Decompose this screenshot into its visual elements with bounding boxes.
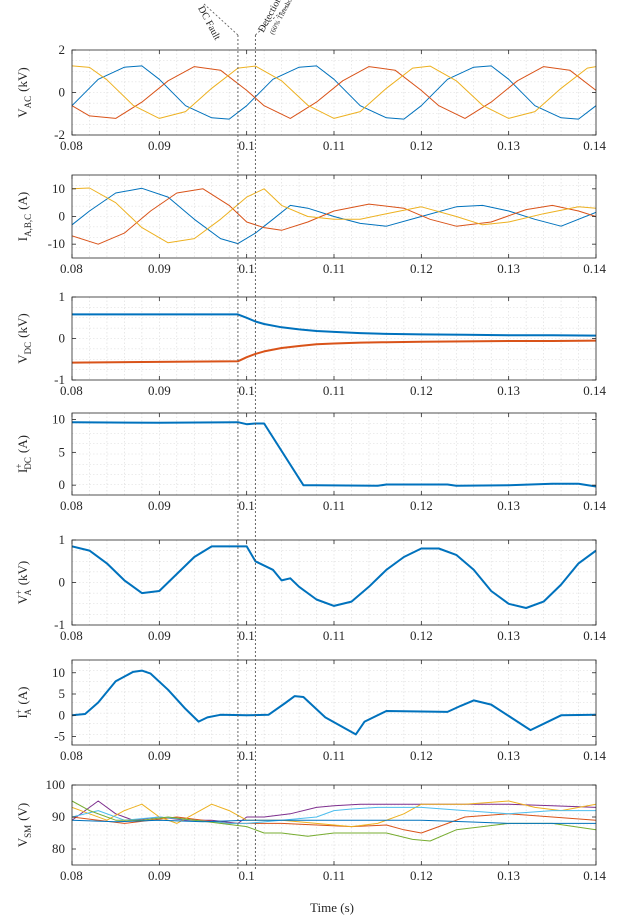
y-axis-title-va: V+A(kV) xyxy=(14,561,33,605)
y-tick-label-idc: 10 xyxy=(52,412,65,427)
x-tick-label-va: 0.12 xyxy=(410,628,433,643)
x-tick-label-idc: 0.12 xyxy=(410,498,433,513)
y-axis-title-idc: I+DC(A) xyxy=(14,435,33,473)
x-tick-label-idc: 0.09 xyxy=(148,498,171,513)
y-tick-label-vac: 2 xyxy=(59,42,66,57)
x-tick-label-ia: 0.13 xyxy=(497,748,520,763)
x-tick-label-iabc: 0.12 xyxy=(410,261,433,276)
series-line-va-0 xyxy=(72,546,596,608)
y-tick-label-idc: 0 xyxy=(59,477,66,492)
y-tick-label-vsm: 80 xyxy=(52,841,65,856)
y-tick-label-idc: 5 xyxy=(59,444,66,459)
y-tick-label-vac: -2 xyxy=(54,127,65,142)
grid-vac xyxy=(72,50,596,135)
annotation-dc-fault: DC Fault xyxy=(195,4,222,42)
x-tick-label-idc: 0.08 xyxy=(60,498,83,513)
x-tick-label-ia: 0.08 xyxy=(60,748,83,763)
x-tick-label-va: 0.11 xyxy=(323,628,345,643)
y-tick-label-vdc: 0 xyxy=(59,331,66,346)
grid-va xyxy=(72,540,596,625)
y-tick-label-vsm: 100 xyxy=(46,777,66,792)
x-tick-label-vac: 0.12 xyxy=(410,138,433,153)
y-tick-label-ia: 5 xyxy=(59,686,66,701)
y-tick-label-va: 0 xyxy=(59,575,66,590)
x-tick-label-vdc: 0.09 xyxy=(148,383,171,398)
subplot-ia: 0.08 0.09 0.1 0.11 0.12 0.13 0.14 -5 0 5 10 I+A(A) xyxy=(14,660,607,763)
x-tick-label-vac: 0.13 xyxy=(497,138,520,153)
x-tick-label-vsm: 0.11 xyxy=(323,868,345,883)
y-tick-label-iabc: 10 xyxy=(52,181,65,196)
y-tick-label-vdc: -1 xyxy=(54,372,65,387)
x-tick-label-iabc: 0.08 xyxy=(60,261,83,276)
y-tick-label-ia: 0 xyxy=(59,707,66,722)
x-tick-label-vac: 0.14 xyxy=(583,138,606,153)
y-tick-label-ia: 10 xyxy=(52,665,65,680)
subplot-va: 0.08 0.09 0.1 0.11 0.12 0.13 0.14 -1 0 1 V+A(kV) xyxy=(14,532,607,643)
subplot-idc: 0.08 0.09 0.1 0.11 0.12 0.13 0.14 0 5 10 I+DC(A) xyxy=(14,412,607,513)
y-axis-title-vdc: VDC(kV) xyxy=(15,313,33,363)
x-tick-label-vdc: 0.11 xyxy=(323,383,345,398)
x-tick-label-vsm: 0.13 xyxy=(497,868,520,883)
x-tick-label-vsm: 0.14 xyxy=(583,868,606,883)
subplot-vdc: 0.08 0.09 0.1 0.11 0.12 0.13 0.14 -1 0 1 VDC(kV) xyxy=(15,289,607,398)
x-tick-label-vsm: 0.1 xyxy=(239,868,255,883)
x-tick-label-ia: 0.11 xyxy=(323,748,345,763)
y-axis-title-iabc: IA,B,C(A) xyxy=(15,192,33,241)
x-tick-label-vdc: 0.1 xyxy=(239,383,255,398)
x-axis-title: Time (s) xyxy=(310,900,354,915)
y-tick-label-iabc: -10 xyxy=(48,236,65,251)
x-tick-label-vsm: 0.12 xyxy=(410,868,433,883)
subplot-iabc: 0.08 0.09 0.1 0.11 0.12 0.13 0.14 -10 0 10 IA,B,C(… xyxy=(15,175,607,276)
x-tick-label-idc: 0.1 xyxy=(239,498,255,513)
y-tick-label-vsm: 90 xyxy=(52,809,65,824)
x-tick-label-va: 0.13 xyxy=(497,628,520,643)
x-tick-label-vsm: 0.08 xyxy=(60,868,83,883)
x-tick-label-iabc: 0.14 xyxy=(583,261,606,276)
annotation-labels: DC Fault Detection (60% Threshold) xyxy=(195,0,297,42)
y-axis-title-vsm: VSM(V) xyxy=(15,803,33,847)
subplot-vac: 0.08 0.09 0.1 0.11 0.12 0.13 0.14 -2 0 2 VAC(kV) xyxy=(15,42,607,153)
x-tick-label-iabc: 0.11 xyxy=(323,261,345,276)
y-tick-label-vdc: 1 xyxy=(59,289,66,304)
x-tick-label-vdc: 0.13 xyxy=(497,383,520,398)
x-tick-label-iabc: 0.09 xyxy=(148,261,171,276)
x-tick-label-vdc: 0.12 xyxy=(410,383,433,398)
x-tick-label-vac: 0.09 xyxy=(148,138,171,153)
x-tick-label-ia: 0.14 xyxy=(583,748,606,763)
subplot-vsm: 0.08 0.09 0.1 0.11 0.12 0.13 0.14 80 90 100 VSM(V) xyxy=(15,777,607,883)
x-tick-label-vac: 0.1 xyxy=(239,138,255,153)
x-tick-label-idc: 0.13 xyxy=(497,498,520,513)
y-axis-title-vac: VAC(kV) xyxy=(15,67,33,117)
grid-idc xyxy=(72,413,596,495)
y-tick-label-vac: 0 xyxy=(59,85,66,100)
x-tick-label-ia: 0.12 xyxy=(410,748,433,763)
subplot-stack: 0.08 0.09 0.1 0.11 0.12 0.13 0.14-202VAC(kV)0.… xyxy=(14,42,607,883)
x-tick-label-idc: 0.14 xyxy=(583,498,606,513)
x-tick-label-ia: 0.1 xyxy=(239,748,255,763)
x-tick-label-ia: 0.09 xyxy=(148,748,171,763)
series-line-vsm-5 xyxy=(72,820,596,823)
y-tick-label-ia: -5 xyxy=(54,729,65,744)
x-tick-label-vdc: 0.14 xyxy=(583,383,606,398)
series-group-va xyxy=(72,546,596,608)
x-tick-label-va: 0.1 xyxy=(239,628,255,643)
x-tick-label-vac: 0.11 xyxy=(323,138,345,153)
x-tick-label-idc: 0.11 xyxy=(323,498,345,513)
x-tick-label-iabc: 0.13 xyxy=(497,261,520,276)
y-tick-label-va: -1 xyxy=(54,617,65,632)
x-tick-label-va: 0.09 xyxy=(148,628,171,643)
y-tick-label-va: 1 xyxy=(59,532,66,547)
y-tick-label-iabc: 0 xyxy=(59,209,66,224)
grid-vdc xyxy=(72,297,596,380)
y-axis-title-ia: I+A(A) xyxy=(14,687,33,719)
x-tick-label-vsm: 0.09 xyxy=(148,868,171,883)
x-tick-label-va: 0.14 xyxy=(583,628,606,643)
x-tick-label-iabc: 0.1 xyxy=(239,261,255,276)
